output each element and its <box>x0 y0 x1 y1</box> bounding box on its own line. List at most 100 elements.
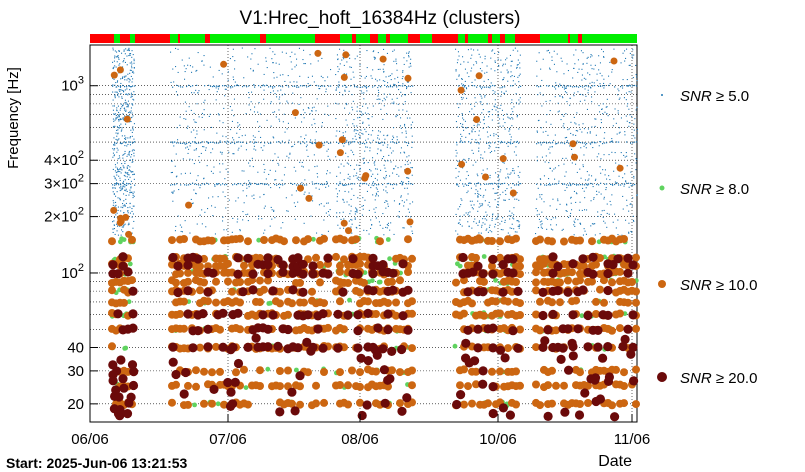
snr10-point <box>608 278 616 287</box>
snr5-point <box>208 89 210 91</box>
snr20-point <box>226 345 236 355</box>
snr5-point <box>613 118 615 120</box>
snr5-point <box>572 86 574 88</box>
snr5-point <box>356 55 358 57</box>
snr5-point <box>363 92 365 94</box>
snr5-point <box>519 73 521 75</box>
snr5-point <box>366 183 368 185</box>
snr5-point <box>536 183 538 185</box>
snr5-point <box>131 208 133 210</box>
snr5-point <box>354 86 356 88</box>
snr5-point <box>356 177 358 179</box>
snr10-point <box>516 255 524 264</box>
snr5-point <box>226 140 228 142</box>
snr5-point <box>497 187 499 189</box>
snr5-point <box>124 223 126 225</box>
snr5-point <box>387 225 389 227</box>
snr5-point <box>465 127 467 129</box>
snr5-point <box>232 56 234 58</box>
snr5-point <box>556 84 558 86</box>
snr5-point <box>313 118 315 120</box>
snr5-point <box>246 142 248 144</box>
snr5-point <box>462 97 464 99</box>
snr5-point <box>171 171 173 173</box>
snr10-point <box>220 254 228 263</box>
snr5-point <box>499 171 501 173</box>
snr5-point <box>584 99 586 101</box>
snr5-point <box>401 95 403 97</box>
snr5-point <box>588 178 590 180</box>
snr5-point <box>232 141 234 143</box>
snr5-point <box>630 91 632 93</box>
snr5-point <box>580 177 582 179</box>
snr5-point <box>467 174 469 176</box>
snr20-point <box>295 371 305 381</box>
snr20-point <box>540 336 550 346</box>
snr5-point <box>326 141 328 143</box>
snr5-point <box>114 119 116 121</box>
snr5-point <box>541 223 543 225</box>
snr5-point <box>216 85 218 87</box>
snr5-point <box>248 92 250 94</box>
snr5-point <box>288 139 290 141</box>
snr5-point <box>497 58 499 60</box>
snr5-point <box>203 109 205 111</box>
snr5-point <box>386 146 388 148</box>
snr5-point <box>274 93 276 95</box>
snr5-point <box>361 92 363 94</box>
snr5-point <box>195 70 197 72</box>
snr5-point <box>458 160 460 162</box>
segment-bar-on <box>90 34 637 43</box>
snr5-point <box>633 177 635 179</box>
snr5-point <box>343 227 345 229</box>
snr5-point <box>489 152 491 154</box>
snr5-point <box>236 84 238 86</box>
snr5-point <box>191 203 193 205</box>
snr5-point <box>114 144 116 146</box>
snr5-point <box>294 117 296 119</box>
snr5-point <box>628 64 630 66</box>
snr5-point <box>382 80 384 82</box>
snr5-point <box>124 141 126 143</box>
snr5-point <box>585 144 587 146</box>
snr5-point <box>626 199 628 201</box>
snr5-point <box>339 227 341 229</box>
snr20-point <box>179 389 189 399</box>
snr10-point <box>108 286 116 295</box>
snr10-point <box>600 298 608 307</box>
snr5-point <box>608 213 610 215</box>
snr5-point <box>280 89 282 91</box>
snr5-point <box>507 173 509 175</box>
snr5-point <box>118 127 120 129</box>
snr5-point <box>476 142 478 144</box>
snr5-point <box>210 152 212 154</box>
snr5-point <box>278 141 280 143</box>
snr5-point <box>385 200 387 202</box>
snr5-point <box>193 129 195 131</box>
snr10-point <box>340 219 348 227</box>
snr5-point <box>359 169 361 171</box>
snr5-point <box>188 57 190 59</box>
snr5-point <box>304 184 306 186</box>
snr5-point <box>549 67 551 69</box>
snr5-point <box>123 193 125 195</box>
snr5-point <box>339 63 341 65</box>
snr5-point <box>353 175 355 177</box>
snr5-point <box>118 89 120 91</box>
snr5-point <box>574 86 576 88</box>
snr5-point <box>509 210 511 212</box>
snr5-point <box>543 201 545 203</box>
snr5-point <box>407 193 409 195</box>
snr5-point <box>326 202 328 204</box>
snr5-point <box>506 142 508 145</box>
snr5-point <box>611 138 613 140</box>
snr5-point <box>121 188 123 190</box>
snr5-point <box>625 115 627 117</box>
snr10-point <box>516 311 524 319</box>
snr10-point <box>372 310 380 318</box>
snr5-point <box>286 84 288 87</box>
snr5-point <box>634 183 636 186</box>
snr5-point <box>329 172 331 174</box>
snr5-point <box>634 153 636 155</box>
snr5-point <box>197 92 199 94</box>
